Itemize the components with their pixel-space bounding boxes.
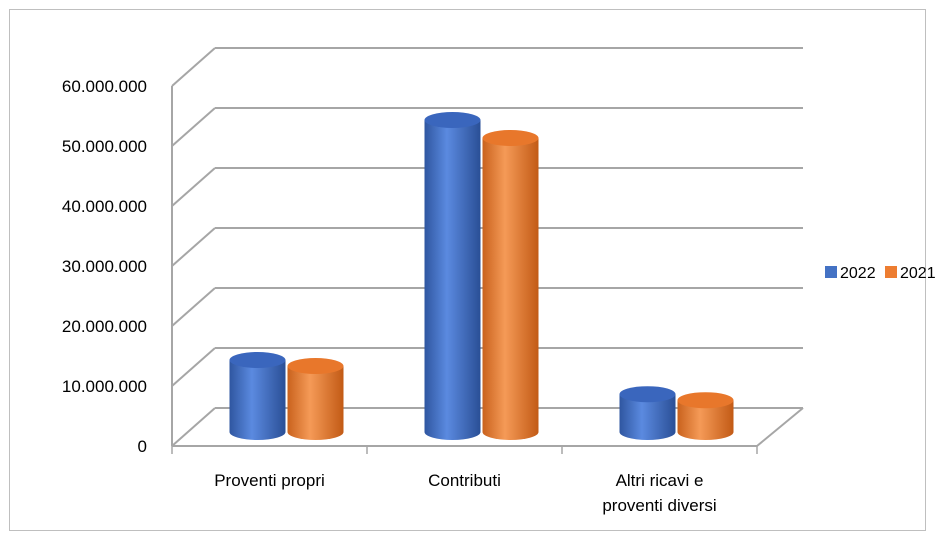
category-label: proventi diversi — [602, 496, 716, 515]
bar-2022 — [424, 112, 481, 440]
legend-label: 2021 — [900, 265, 936, 282]
y-tick-label: 30.000.000 — [62, 257, 147, 276]
y-tick-label: 60.000.000 — [62, 77, 147, 96]
bar-body — [677, 400, 734, 440]
bar-body — [229, 360, 286, 440]
y-tick-label: 20.000.000 — [62, 317, 147, 336]
y-tick-label: 40.000.000 — [62, 197, 147, 216]
bar-body — [424, 120, 481, 440]
category-label: Proventi propri — [214, 471, 325, 490]
bar-top — [677, 392, 734, 409]
bar-2022 — [229, 352, 286, 440]
bar-top — [229, 352, 286, 368]
bar-top — [482, 130, 539, 146]
bar-top — [424, 112, 481, 128]
floor-edge — [756, 407, 804, 447]
gridline-diagonal — [171, 227, 216, 267]
y-tick-label: 50.000.000 — [62, 137, 147, 156]
bar-2021 — [482, 130, 539, 440]
y-axis-ticks: 0 10.000.000 20.000.000 30.000.000 40.000.00… — [62, 77, 147, 456]
gridline-diagonal — [171, 347, 216, 387]
bar-top — [619, 386, 676, 403]
bar-body — [287, 366, 344, 440]
bar-2021 — [287, 358, 344, 440]
gridline-diagonal — [171, 287, 216, 327]
legend-swatch — [825, 266, 837, 278]
y-tick-label: 10.000.000 — [62, 377, 147, 396]
bar-top — [287, 358, 344, 374]
category-label: Altri ricavi e — [616, 471, 704, 490]
y-tick-label: 0 — [138, 437, 147, 456]
x-axis-categories: Proventi propri Contributi Altri ricavi e p… — [214, 471, 716, 515]
bar-2022 — [619, 386, 676, 440]
gridline-diagonal — [171, 47, 216, 87]
bar-body — [482, 138, 539, 440]
legend: 2022 2021 — [825, 265, 936, 282]
gridline-diagonal — [171, 407, 216, 447]
bar-body — [619, 394, 676, 440]
bars — [229, 112, 734, 440]
legend-swatch — [885, 266, 897, 278]
legend-label: 2022 — [840, 265, 876, 282]
gridline-diagonal — [171, 107, 216, 147]
category-label: Contributi — [428, 471, 501, 490]
bar-2021 — [677, 392, 734, 440]
gridline-diagonal — [171, 167, 216, 207]
